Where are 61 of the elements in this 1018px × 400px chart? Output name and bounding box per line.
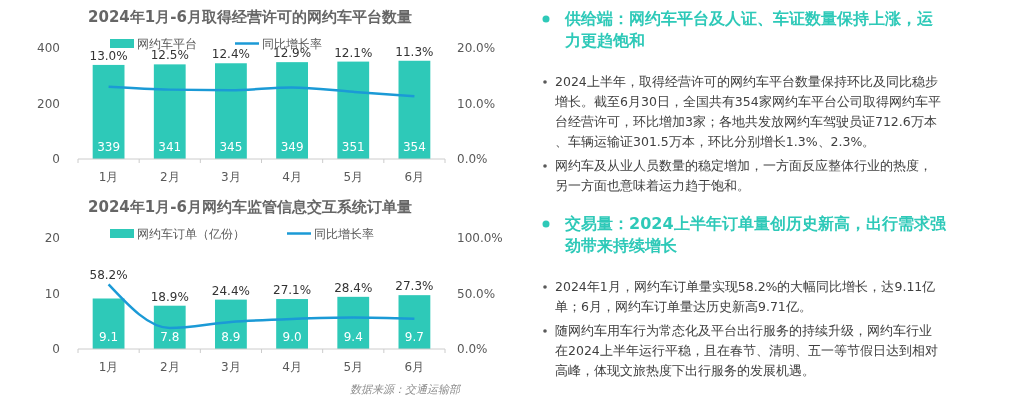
data-label: 12.4% — [211, 47, 250, 62]
x-tick-label: 1月 — [98, 360, 119, 374]
data-label: 24.4% — [211, 283, 250, 298]
legend-label: 同比增长率 — [314, 227, 374, 241]
data-label: 58.2% — [89, 268, 128, 283]
data-label: 9.0 — [282, 330, 302, 344]
data-label: 9.1 — [99, 330, 119, 344]
y-tick-label: 400 — [37, 41, 60, 55]
y-tick-label: 200 — [37, 96, 60, 111]
data-label: 349 — [280, 140, 304, 154]
data-label: 28.4% — [334, 280, 373, 295]
y2-tick-label: 0.0% — [457, 152, 488, 166]
y2-tick-label: 0.0% — [457, 342, 488, 356]
text: 供给端：网约车平台及人证、车证数量保持上涨，运力更趋饱和 — [564, 9, 934, 50]
x-tick-label: 6月 — [404, 170, 425, 184]
y-tick-label: 10 — [44, 286, 60, 301]
chart-title: 2024年1月-6月网约车监管信息交互系统订单量 — [88, 198, 412, 216]
line-series — [107, 85, 416, 98]
data-label: 13.0% — [89, 48, 128, 63]
y-tick-label: 0 — [52, 152, 60, 166]
data-label: 18.9% — [150, 289, 189, 304]
data-label: 12.5% — [150, 48, 189, 63]
x-tick-label: 6月 — [404, 360, 425, 374]
x-tick-label: 4月 — [282, 360, 302, 374]
data-label: 345 — [219, 140, 243, 154]
data-label: 27.3% — [395, 279, 434, 294]
y-tick-label: 20 — [44, 231, 60, 245]
y2-tick-label: 50.0% — [457, 286, 496, 301]
y-tick-label: 0 — [52, 342, 60, 356]
data-label: 9.7 — [404, 330, 424, 344]
data-label: 7.8 — [160, 330, 180, 344]
y2-tick-label: 20.0% — [457, 41, 496, 55]
y2-tick-label: 100.0% — [457, 231, 503, 245]
text: 交易量：2024上半年订单量创历史新高，出行需求强劲带来持续增长 — [564, 214, 947, 255]
x-tick-label: 2月 — [159, 360, 180, 374]
data-label: 339 — [97, 140, 121, 154]
data-label: 27.1% — [273, 283, 312, 298]
bar — [92, 298, 125, 349]
data-label: 351 — [341, 140, 365, 154]
data-label: 341 — [158, 140, 182, 154]
x-tick-label: 1月 — [98, 170, 119, 184]
legend-label: 网约车订单（亿份） — [137, 227, 245, 241]
chart-title: 2024年1月-6月取得经营许可的网约车平台数量 — [88, 8, 412, 26]
data-label: 354 — [402, 140, 426, 154]
data-label: 11.3% — [395, 44, 434, 59]
text: 2024年1月，网约车订单量实现58.2%的大幅同比增长，达9.11亿单；6月，网约车订单量达历史新高9.71亿。 — [555, 279, 936, 314]
source-note: 数据来源：交通运输部 — [350, 383, 462, 396]
data-label: 12.1% — [334, 45, 373, 60]
data-label: 8.9 — [221, 330, 241, 344]
x-tick-label: 5月 — [343, 360, 364, 374]
legend-label: 网约车平台 — [137, 37, 197, 51]
x-tick-label: 3月 — [221, 360, 241, 374]
x-tick-label: 4月 — [282, 170, 302, 184]
x-tick-label: 5月 — [343, 170, 364, 184]
text: 2024上半年，取得经营许可的网约车平台数量保持环比及同比稳步增长。截至6月30日，全国共有354家网约车平台公司取得网约车平台经营许可，环比增加3家；各地共发放网约车驾驶员证712.6万本、车辆运输证301.5万本，环比分别增长1.3%、2.3%。 — [554, 74, 941, 149]
x-tick-label: 2月 — [159, 170, 180, 184]
text: 随网约车用车行为常态化及平台出行服务的持续升级，网约车行业在2024上半年运行平稳，且在春节、清明、五一等节假日达到相对高峰，体现文旅热度下出行服务的发展机遇。 — [555, 323, 938, 378]
text: 网约车及从业人员数量的稳定增加，一方面反应整体行业的热度，另一方面也意味着运力趋于饱和。 — [555, 158, 932, 193]
data-label: 9.4 — [343, 330, 363, 344]
x-tick-label: 3月 — [221, 170, 241, 184]
y2-tick-label: 10.0% — [457, 96, 496, 111]
